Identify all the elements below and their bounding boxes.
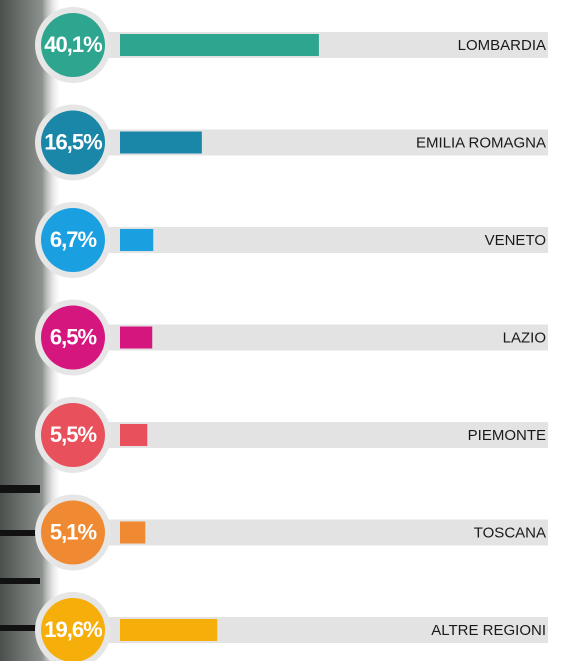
category-label: ALTRE REGIONI — [431, 622, 546, 639]
value-label: 16,5% — [44, 129, 102, 154]
bar-track — [100, 519, 548, 546]
badge — [41, 13, 105, 77]
category-label: TOSCANA — [474, 524, 546, 541]
value-label: 6,5% — [50, 324, 97, 349]
background-stripe — [0, 485, 40, 493]
badge — [41, 208, 105, 272]
background-stripe — [0, 530, 40, 536]
value-label: 6,7% — [50, 227, 97, 252]
bar — [120, 34, 319, 56]
bar — [120, 131, 202, 154]
category-label: LAZIO — [503, 329, 546, 346]
value-label: 19,6% — [44, 617, 102, 642]
value-label: 5,1% — [50, 519, 97, 544]
bar — [120, 521, 146, 544]
bar — [120, 326, 153, 349]
bar — [120, 229, 154, 251]
bar-track — [100, 422, 548, 448]
badge — [41, 598, 105, 661]
background-stripe — [0, 625, 40, 631]
bar-track — [100, 227, 548, 253]
bar — [120, 424, 148, 446]
category-label: EMILIA ROMAGNA — [416, 134, 546, 151]
bar — [120, 619, 218, 641]
badge — [41, 305, 105, 370]
background-stripe — [0, 578, 40, 584]
category-label: LOMBARDIA — [458, 37, 546, 54]
badge — [41, 500, 105, 565]
category-label: PIEMONTE — [468, 427, 546, 444]
value-label: 40,1% — [44, 32, 102, 57]
category-label: VENETO — [485, 232, 546, 249]
badge — [41, 403, 105, 467]
badge — [41, 110, 105, 175]
bar-track — [100, 324, 548, 351]
value-label: 5,5% — [50, 422, 97, 447]
